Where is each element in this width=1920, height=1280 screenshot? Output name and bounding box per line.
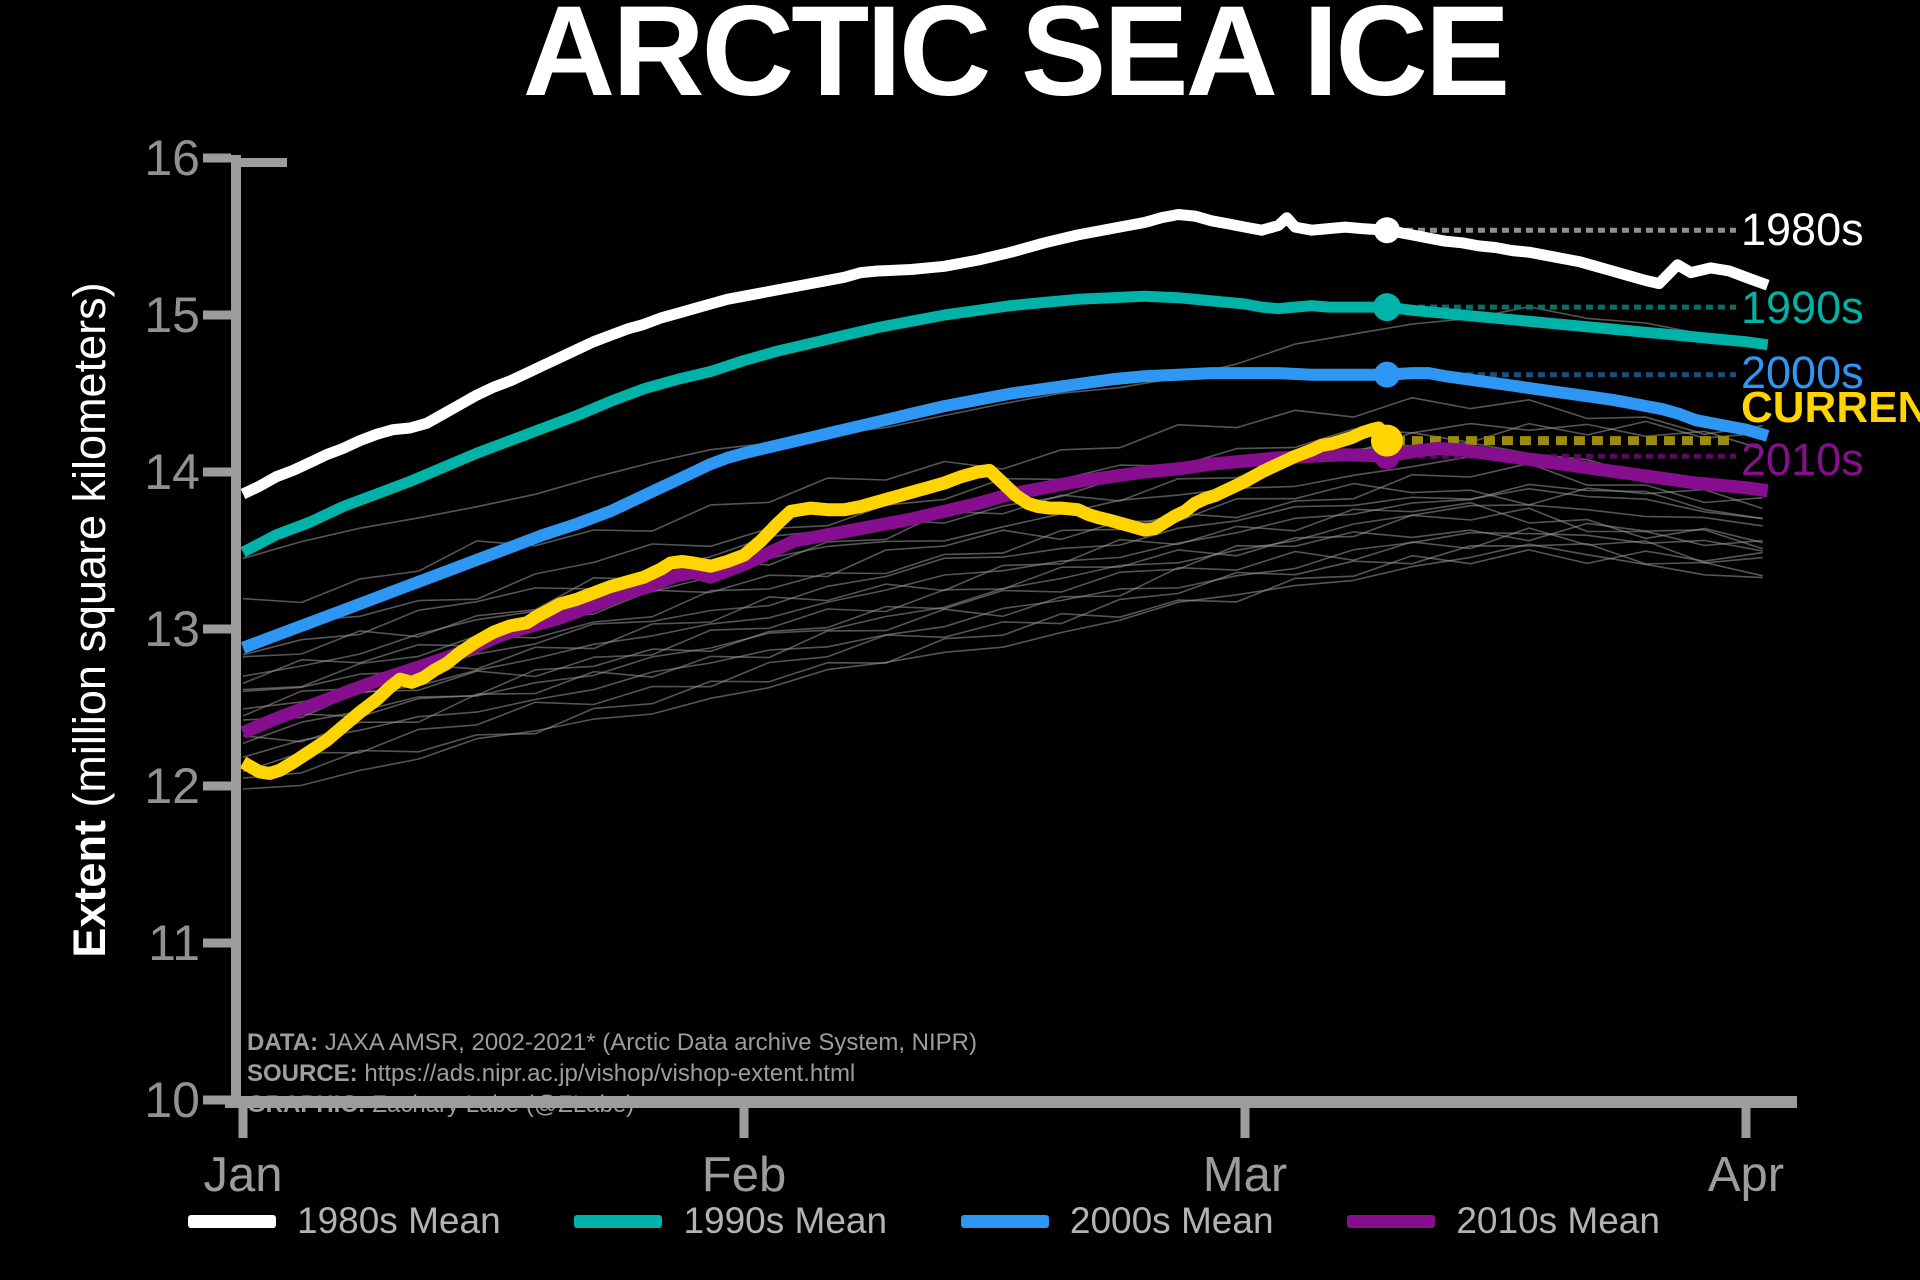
- dot-current: [1370, 424, 1403, 457]
- background-year-lines: [242, 305, 1763, 790]
- graphic-label: GRAPHIC:: [247, 1091, 366, 1118]
- legend-item-1990s-mean: 1990s Mean: [574, 1200, 887, 1242]
- line-label-mean2000s: 2000s: [1741, 347, 1864, 398]
- line-mean2000s: [240, 367, 1770, 654]
- x-tick-label-jan: Jan: [203, 1148, 283, 1202]
- line-current: [239, 421, 1393, 780]
- year-line: [242, 501, 1763, 717]
- year-line: [242, 542, 1763, 773]
- legend-label-2010s: 2010s Mean: [1456, 1200, 1660, 1241]
- y-tick-mark: [203, 467, 231, 477]
- y-tick-label: 14: [144, 444, 200, 500]
- x-tick-label-mar: Mar: [1202, 1148, 1288, 1202]
- y-tick-mark: [203, 781, 231, 791]
- y-tick-mark: [203, 310, 231, 320]
- attribution-source-line: SOURCE: https://ads.nipr.ac.jp/vishop/vi…: [247, 1058, 977, 1089]
- legend-item-2010s-mean: 2010s Mean: [1347, 1200, 1660, 1242]
- dot-mean1980s: [1373, 217, 1400, 244]
- attribution-data-line: DATA: JAXA AMSR, 2002-2021* (Arctic Data…: [247, 1027, 977, 1058]
- year-line: [242, 507, 1763, 721]
- year-line: [242, 543, 1763, 790]
- x-tick-mark: [1741, 1108, 1751, 1138]
- line-label-mean2010s: 2010s: [1741, 434, 1864, 485]
- y-axis-label-bold: Extent: [64, 820, 115, 958]
- y-tick-label: 13: [144, 601, 200, 657]
- x-tick-label-feb: Feb: [701, 1148, 787, 1202]
- current-date-dots: [1370, 217, 1403, 470]
- x-tick-mark: [739, 1108, 749, 1138]
- x-axis-line: [225, 1096, 1797, 1108]
- line-mean1990s: [240, 290, 1769, 557]
- dot-mean2000s: [1373, 361, 1400, 388]
- legend-label-1980s: 1980s Mean: [297, 1200, 501, 1241]
- y-tick-label: 11: [148, 915, 200, 971]
- year-line: [242, 527, 1763, 743]
- y-tick-mark: [203, 1095, 231, 1105]
- y-tick-label: 15: [144, 287, 200, 343]
- year-line: [242, 549, 1763, 779]
- year-line: [242, 442, 1763, 656]
- legend-item-1980s-mean: 1980s Mean: [188, 1200, 501, 1242]
- line-mean1980s: [240, 209, 1770, 499]
- attribution-graphic-line: GRAPHIC: Zachary Labe (@ZLabe): [247, 1089, 977, 1120]
- year-line: [242, 487, 1763, 693]
- chart-title: ARCTIC SEA ICE: [522, 0, 1510, 123]
- legend-label-1990s: 1990s Mean: [683, 1200, 888, 1241]
- y-tick-mark: [203, 938, 231, 948]
- legend-swatch-1990s: [574, 1214, 663, 1228]
- year-line: [242, 305, 1763, 560]
- y-tick-label: 16: [144, 130, 200, 186]
- year-line: [242, 420, 1763, 658]
- dot-mean1990s: [1372, 293, 1401, 322]
- line-label-current: CURRENT: [1741, 383, 1920, 432]
- legend-swatch-2000s: [960, 1214, 1049, 1228]
- y-tick-mark: [203, 153, 231, 163]
- y-axis-label-rest: (million square kilometers): [64, 282, 115, 821]
- y-tick-mark: [203, 624, 231, 634]
- axes: [203, 153, 1797, 1138]
- reference-dashed-lines: [1393, 227, 1736, 459]
- data-label: DATA:: [247, 1029, 319, 1056]
- y-tick-label: 12: [144, 758, 200, 814]
- mean-lines: [239, 209, 1770, 780]
- year-line: [242, 396, 1763, 604]
- source-text: https://ads.nipr.ac.jp/vishop/vishop-ext…: [357, 1060, 856, 1087]
- year-line: [242, 522, 1763, 732]
- legend-swatch-2010s: [1347, 1214, 1436, 1228]
- x-tick-label-apr: Apr: [1707, 1148, 1785, 1202]
- x-tick-mark: [238, 1108, 248, 1138]
- y-axis-line: [231, 155, 241, 1107]
- x-tick-mark: [1240, 1108, 1250, 1138]
- legend-swatch-1980s: [188, 1214, 276, 1228]
- line-label-mean1990s: 1990s: [1741, 282, 1864, 333]
- y-axis-top-stub: [241, 158, 287, 167]
- legend: 1980s Mean 1990s Mean 2000s Mean 2010s M…: [188, 1200, 1660, 1242]
- y-tick-label: 10: [144, 1072, 200, 1128]
- legend-item-2000s-mean: 2000s Mean: [960, 1200, 1274, 1242]
- year-line: [242, 531, 1763, 758]
- year-line: [242, 504, 1763, 745]
- data-text: JAXA AMSR, 2002-2021* (Arctic Data archi…: [318, 1029, 978, 1056]
- year-line: [242, 483, 1763, 710]
- attribution: DATA: JAXA AMSR, 2002-2021* (Arctic Data…: [247, 1027, 977, 1120]
- legend-label-2000s: 2000s Mean: [1069, 1200, 1274, 1241]
- graphic-text: Zachary Labe (@ZLabe): [365, 1091, 635, 1118]
- line-label-mean1980s: 1980s: [1741, 204, 1864, 255]
- y-axis-label: Extent (million square kilometers): [64, 205, 116, 1035]
- source-label: SOURCE:: [247, 1060, 358, 1087]
